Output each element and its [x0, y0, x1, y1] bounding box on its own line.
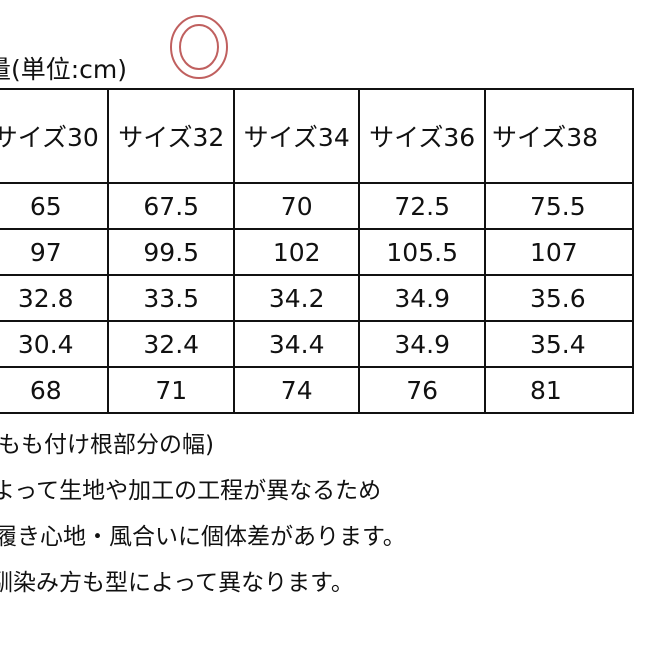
table-cell: 70 [232, 182, 361, 230]
table-cell: 34.9 [358, 274, 486, 322]
header-cell: サイズ34 [232, 88, 361, 184]
table-cell: 105.5 [358, 228, 486, 276]
table-row: 30.4 32.4 34.4 34.9 35.4 [0, 320, 635, 368]
table-row: 32.8 33.5 34.2 34.9 35.6 [0, 274, 635, 322]
size-table: サイズ30 サイズ32 サイズ34 サイズ36 サイズ38 65 67.5 70 72… [0, 88, 635, 414]
table-cell: 34.9 [358, 320, 486, 368]
table-cell: 72.5 [358, 182, 486, 230]
table-cell: 71 [107, 366, 235, 414]
table-cell: 99.5 [107, 228, 235, 276]
table-cell: 102 [232, 228, 361, 276]
table-cell: 76 [358, 366, 486, 414]
note-line: よって生地や加工の工程が異なるため [0, 478, 382, 504]
table-cell: 74 [232, 366, 361, 414]
double-circle-icon [170, 15, 228, 79]
header-cell: サイズ36 [358, 88, 486, 184]
table-cell: 65 [0, 182, 110, 230]
table-cell: 107 [483, 228, 635, 276]
table-row: 97 99.5 102 105.5 107 [0, 228, 635, 276]
table-cell: 34.2 [232, 274, 361, 322]
note-line: 馴染み方も型によって異なります。 [0, 570, 354, 596]
table-cell: 81 [483, 366, 635, 414]
table-cell: 30.4 [0, 320, 110, 368]
table-cell: 32.4 [107, 320, 235, 368]
header-cell: サイズ38 [483, 88, 635, 184]
table-row: 68 71 74 76 81 [0, 366, 635, 414]
notes: もも付け根部分の幅) よって生地や加工の工程が異なるため 履き心地・風合いに個体… [0, 422, 412, 606]
table-row: 65 67.5 70 72.5 75.5 [0, 182, 635, 230]
table-header-row: サイズ30 サイズ32 サイズ34 サイズ36 サイズ38 [0, 88, 635, 184]
header-cell: サイズ30 [0, 88, 110, 184]
table-cell: 97 [0, 228, 110, 276]
table-cell: 34.4 [232, 320, 361, 368]
table-cell: 68 [0, 366, 110, 414]
table-cell: 75.5 [483, 182, 635, 230]
table-cell: 33.5 [107, 274, 235, 322]
note-line: もも付け根部分の幅) [0, 432, 214, 458]
table-cell: 32.8 [0, 274, 110, 322]
table-cell: 35.6 [483, 274, 635, 322]
unit-title: 量(単位:cm) [0, 55, 128, 84]
note-line: 履き心地・風合いに個体差があります。 [0, 524, 406, 550]
table-cell: 67.5 [107, 182, 235, 230]
header-cell: サイズ32 [107, 88, 235, 184]
table-cell: 35.4 [483, 320, 635, 368]
